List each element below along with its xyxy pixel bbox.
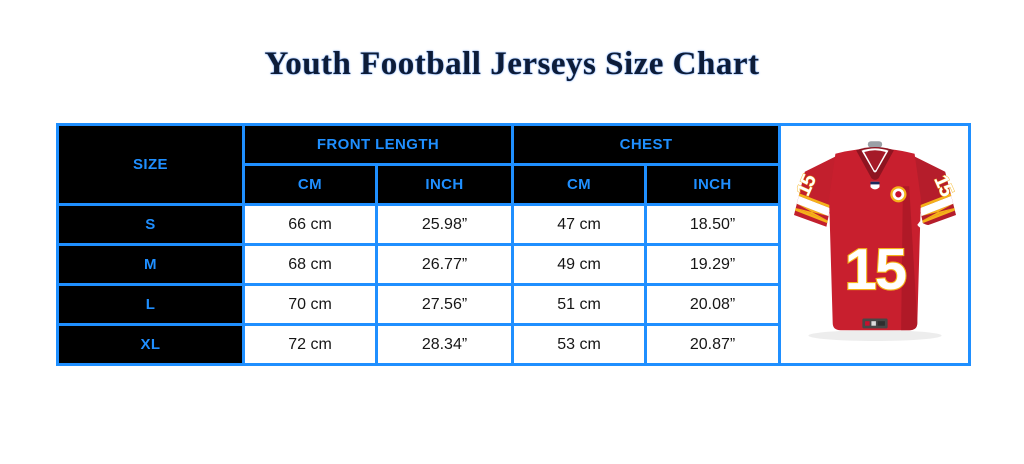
front-length-header: FRONT LENGTH bbox=[241, 123, 515, 166]
chest-inch-value: 20.87” bbox=[644, 323, 782, 366]
chest-cm-value: 47 cm bbox=[511, 203, 648, 246]
size-label: S bbox=[56, 203, 245, 246]
chest-inch-value: 20.08” bbox=[644, 283, 782, 326]
table-row-size-s: S 66 cm 25.98” 47 cm 18.50” bbox=[56, 203, 970, 246]
front-length-cm-value: 68 cm bbox=[242, 243, 378, 286]
size-label: M bbox=[56, 243, 245, 286]
front-length-cm-header: CM bbox=[242, 163, 378, 206]
jersey-image: 15 15 bbox=[791, 141, 958, 341]
chest-inch-value: 19.29” bbox=[644, 243, 782, 286]
chest-cm-value: 49 cm bbox=[511, 243, 648, 286]
size-chart-table: SIZE FRONT LENGTH CHEST bbox=[56, 123, 972, 366]
chest-inch-value: 18.50” bbox=[644, 203, 782, 246]
chest-cm-value: 53 cm bbox=[511, 323, 648, 366]
jersey-shadow bbox=[807, 330, 942, 341]
header-row-units: CM INCH CM INCH bbox=[58, 163, 970, 206]
nike-swoosh-icon bbox=[916, 221, 940, 230]
table-row-size-l: L 70 cm 27.56” 51 cm 20.08” bbox=[56, 283, 970, 326]
header-row-groups: SIZE FRONT LENGTH CHEST bbox=[56, 123, 972, 366]
front-length-inch-header: INCH bbox=[374, 163, 515, 206]
jersey-collar-trim bbox=[863, 150, 886, 171]
front-length-cm-value: 72 cm bbox=[242, 323, 378, 366]
team-patch-icon bbox=[889, 186, 907, 203]
size-column-header: SIZE bbox=[56, 123, 245, 206]
table-row-size-xl: XL 72 cm 28.34” 53 cm 20.87” bbox=[56, 323, 970, 366]
chest-header: CHEST bbox=[511, 123, 782, 166]
front-length-inch-value: 25.98” bbox=[374, 203, 515, 246]
size-label: XL bbox=[56, 323, 245, 366]
nfl-shield-icon bbox=[870, 181, 880, 190]
front-length-cm-value: 66 cm bbox=[242, 203, 378, 246]
jersey-image-cell: 15 15 bbox=[778, 123, 972, 366]
chest-cm-value: 51 cm bbox=[511, 283, 648, 326]
jock-tag bbox=[861, 318, 888, 329]
front-length-inch-value: 26.77” bbox=[374, 243, 515, 286]
jersey-side-panel bbox=[900, 186, 917, 331]
chest-cm-header: CM bbox=[511, 163, 648, 206]
front-length-cm-value: 70 cm bbox=[242, 283, 378, 326]
page-title: Youth Football Jerseys Size Chart bbox=[264, 46, 760, 82]
jersey-front-number: 15 bbox=[844, 238, 905, 302]
front-length-inch-value: 28.34” bbox=[374, 323, 515, 366]
chest-inch-header: INCH bbox=[644, 163, 782, 206]
hanger-loop bbox=[867, 141, 882, 148]
size-label: L bbox=[56, 283, 245, 326]
table-row-size-m: M 68 cm 26.77” 49 cm 19.29” bbox=[56, 243, 970, 286]
front-length-inch-value: 27.56” bbox=[374, 283, 515, 326]
